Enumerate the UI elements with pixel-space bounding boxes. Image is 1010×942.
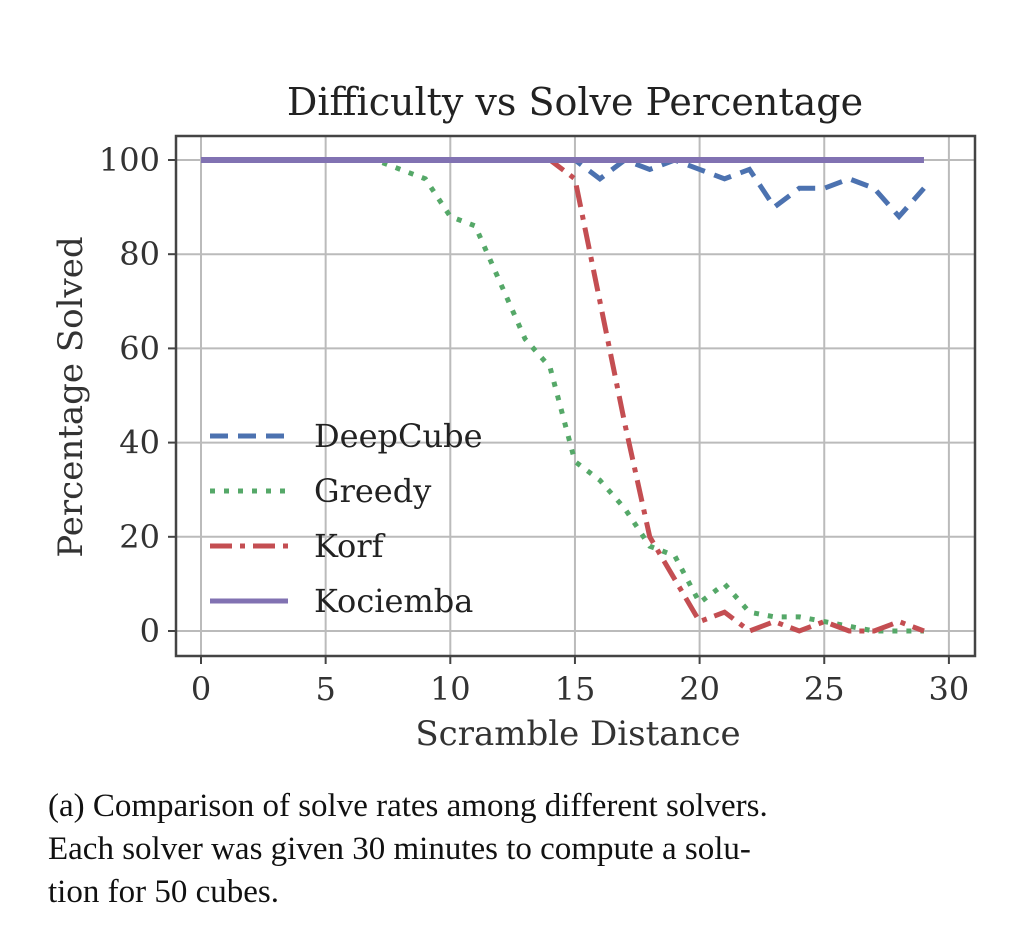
y-tick-label: 60 <box>119 329 160 367</box>
x-tick-label: 15 <box>555 670 596 708</box>
legend-label-greedy: Greedy <box>314 472 431 510</box>
chart-title: Difficulty vs Solve Percentage <box>287 80 863 124</box>
x-tick-label: 30 <box>929 670 970 708</box>
x-axis-label: Scramble Distance <box>415 714 740 754</box>
y-tick-label: 0 <box>140 612 160 650</box>
y-tick-label: 20 <box>119 518 160 556</box>
legend-label-deepcube: DeepCube <box>314 417 483 455</box>
x-tick-label: 25 <box>804 670 845 708</box>
x-tick-label: 20 <box>679 670 720 708</box>
figure-caption: (a) Comparison of solve rates among diff… <box>48 785 1003 914</box>
x-tick-label: 10 <box>430 670 471 708</box>
caption-line: (a) Comparison of solve rates among diff… <box>48 788 768 824</box>
legend-label-kociemba: Kociemba <box>314 582 473 620</box>
series-korf <box>201 157 925 634</box>
y-tick-label: 40 <box>119 424 160 462</box>
plot-frame <box>174 134 977 658</box>
x-tick-label: 0 <box>191 670 211 708</box>
legend-label-korf: Korf <box>314 527 386 565</box>
y-axis-label: Percentage Solved <box>51 236 91 557</box>
y-tick-label: 80 <box>119 235 160 273</box>
line-chart: Difficulty vs Solve Percentage Scramble … <box>51 80 977 754</box>
series-greedy <box>201 157 924 634</box>
caption-line: tion for 50 cubes. <box>48 874 279 910</box>
caption-line: Each solver was given 30 minutes to comp… <box>48 831 751 867</box>
x-tick-label: 5 <box>315 670 335 708</box>
y-tick-label: 100 <box>99 141 160 179</box>
